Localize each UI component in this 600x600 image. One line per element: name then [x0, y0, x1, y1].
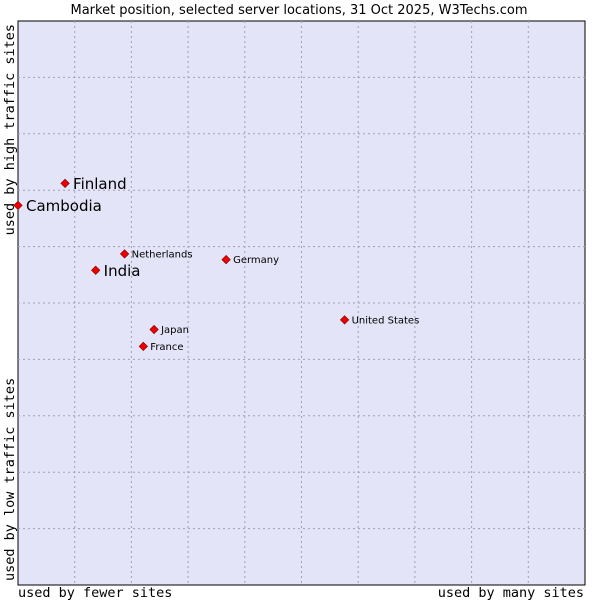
point-marker-netherlands: [119, 249, 130, 259]
x-axis-label-low: used by fewer sites: [18, 585, 172, 600]
point-label-france: France: [150, 342, 183, 353]
point-marker-cambodia: [13, 200, 23, 211]
data-point-netherlands: Netherlands: [119, 249, 193, 260]
point-label-japan: Japan: [160, 325, 189, 336]
data-point-france: France: [138, 341, 184, 353]
data-point-cambodia: Cambodia: [13, 197, 102, 215]
data-point-united-states: United States: [339, 315, 420, 326]
grid: [18, 21, 585, 585]
point-label-united-states: United States: [352, 315, 420, 326]
point-marker-japan: [149, 324, 159, 335]
x-axis-label-high: used by many sites: [438, 585, 584, 600]
y-axis-label-low: used by low traffic sites: [2, 378, 18, 581]
y-axis-label-high: used by high traffic sites: [2, 24, 18, 235]
point-label-india: India: [104, 262, 141, 280]
point-marker-germany: [221, 254, 231, 265]
data-points: Finland Cambodia Netherlands India Germany Un…: [13, 175, 420, 353]
point-label-finland: Finland: [73, 175, 127, 193]
point-label-cambodia: Cambodia: [26, 197, 102, 215]
data-point-finland: Finland: [60, 175, 127, 193]
data-point-japan: Japan: [149, 324, 189, 336]
data-point-germany: Germany: [221, 254, 279, 266]
point-label-netherlands: Netherlands: [132, 249, 193, 260]
point-marker-france: [138, 341, 148, 352]
point-marker-india: [91, 265, 101, 275]
point-label-germany: Germany: [233, 255, 279, 266]
data-point-india: India: [91, 262, 140, 280]
point-marker-united-states: [339, 315, 350, 325]
chart-title: Market position, selected server locatio…: [70, 3, 527, 18]
point-marker-finland: [60, 178, 70, 189]
